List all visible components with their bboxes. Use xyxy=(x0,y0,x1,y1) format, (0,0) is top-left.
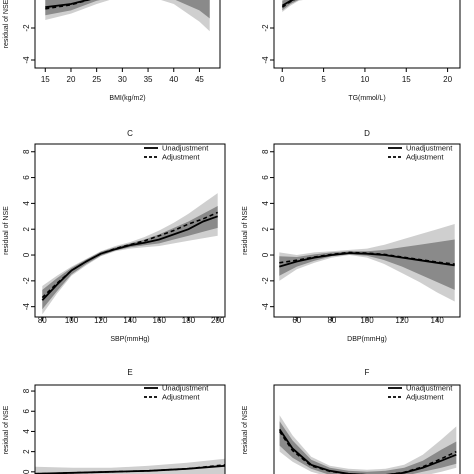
series-line-unadjustment xyxy=(41,215,219,301)
confidence-band-light xyxy=(42,193,218,315)
y-axis-title: residual of NSE xyxy=(242,206,249,255)
y-tick-label: 4 xyxy=(22,429,31,434)
panel-title: E xyxy=(127,368,132,377)
legend-label: Adjustment xyxy=(162,153,200,162)
x-tick-label: 140 xyxy=(431,316,445,325)
y-tick-label: -4 xyxy=(22,56,31,64)
x-tick-label: 80 xyxy=(327,316,336,325)
panel-b: -4-2005101520TG(mmol/L) xyxy=(261,0,461,102)
y-axis-title: residual of NSE xyxy=(3,206,10,255)
x-tick-label: 100 xyxy=(65,316,79,325)
x-tick-label: 20 xyxy=(67,75,76,84)
legend-label: Adjustment xyxy=(406,153,444,162)
confidence-band-dark xyxy=(42,206,218,310)
plot-frame xyxy=(273,143,461,318)
x-tick-label: 15 xyxy=(402,75,411,84)
y-tick-label: 8 xyxy=(22,149,31,154)
plot-frame xyxy=(34,384,226,474)
x-tick-label: 20 xyxy=(443,75,452,84)
confidence-band-light xyxy=(279,224,455,302)
x-tick-label: 10 xyxy=(360,75,369,84)
y-tick-label: 8 xyxy=(261,149,270,154)
y-tick-label: -2 xyxy=(261,24,270,32)
y-tick-label: -2 xyxy=(22,24,31,32)
legend-label: Adjustment xyxy=(162,393,200,402)
panel-title: F xyxy=(365,368,370,377)
confidence-band-dark xyxy=(279,239,455,290)
y-tick-label: 4 xyxy=(261,201,270,206)
panel-d: -4 -2 0 2 4 6 8 60 80 100 120 140 DBP(mmHg) residual … xyxy=(242,129,461,343)
x-tick-label: 40 xyxy=(169,75,178,84)
panel-a: -4-2015202530354045BMI(kg/m2)residual of… xyxy=(3,0,221,102)
x-tick-label: 200 xyxy=(211,316,225,325)
y-tick-label: 6 xyxy=(22,408,31,413)
x-tick-label: 0 xyxy=(280,75,285,84)
legend-label: Unadjustment xyxy=(162,144,209,153)
x-tick-label: 120 xyxy=(94,316,108,325)
legend-label: Adjustment xyxy=(406,393,444,402)
y-tick-label: -4 xyxy=(261,56,270,64)
x-tick-label: 45 xyxy=(195,75,204,84)
x-axis-title: DBP(mmHg) xyxy=(347,336,387,343)
y-tick-label: 2 xyxy=(22,449,31,454)
plot-frame xyxy=(34,0,221,69)
legend-label: Unadjustment xyxy=(406,384,453,393)
y-tick-label: -4 xyxy=(261,303,270,311)
series-line-unadjustment xyxy=(278,428,457,474)
confidence-band-light xyxy=(45,0,210,32)
x-tick-label: 100 xyxy=(360,316,374,325)
x-axis-title: SBP(mmHg) xyxy=(110,336,149,343)
y-tick-label: 0 xyxy=(261,252,270,257)
y-tick-label: -2 xyxy=(261,277,270,285)
y-tick-label: 6 xyxy=(22,175,31,180)
y-tick-label: 0 xyxy=(22,252,31,257)
x-axis-title: BMI(kg/m2) xyxy=(109,95,145,102)
panel-title: C xyxy=(127,129,133,138)
y-tick-label: -2 xyxy=(22,277,31,285)
confidence-band-dark xyxy=(282,0,299,11)
plot-frame xyxy=(273,0,461,69)
x-tick-label: 30 xyxy=(118,75,127,84)
confidence-band-dark xyxy=(45,0,210,19)
series-line-adjustment xyxy=(279,251,455,265)
y-tick-label: 4 xyxy=(22,201,31,206)
y-axis-title: residual of NSE xyxy=(242,405,249,454)
y-tick-label: 6 xyxy=(261,175,270,180)
legend-label: Unadjustment xyxy=(162,384,209,393)
x-tick-label: 140 xyxy=(123,316,137,325)
panel-title: D xyxy=(364,129,370,138)
series-line-adjustment xyxy=(35,464,225,474)
x-tick-label: 25 xyxy=(92,75,101,84)
panel-e: 0 2 4 6 8 residual of NSE E UnadjustmentAdjustm… xyxy=(3,368,226,474)
x-tick-label: 180 xyxy=(182,316,196,325)
x-tick-label: 60 xyxy=(292,316,301,325)
y-tick-label: 0 xyxy=(22,469,31,474)
series-line-adjustment xyxy=(45,0,92,10)
y-axis-title: residual of NSE xyxy=(3,0,10,48)
legend-label: Unadjustment xyxy=(406,144,453,153)
x-tick-label: 5 xyxy=(321,75,326,84)
y-tick-label: -4 xyxy=(22,303,31,311)
y-axis-title: residual of NSE xyxy=(3,405,10,454)
x-tick-label: 15 xyxy=(41,75,50,84)
panel-c: -4 -2 0 2 4 6 8 80 100 120 140 160 180 200 SBP(mmHg) re… xyxy=(3,129,226,343)
plot-frame xyxy=(273,384,461,474)
x-tick-label: 35 xyxy=(144,75,153,84)
x-tick-label: 160 xyxy=(153,316,167,325)
x-tick-label: 80 xyxy=(38,316,47,325)
x-tick-label: 120 xyxy=(395,316,409,325)
y-tick-label: 2 xyxy=(261,226,270,231)
y-tick-label: 2 xyxy=(22,226,31,231)
x-axis-title: TG(mmol/L) xyxy=(348,95,385,102)
y-tick-label: 8 xyxy=(22,388,31,393)
